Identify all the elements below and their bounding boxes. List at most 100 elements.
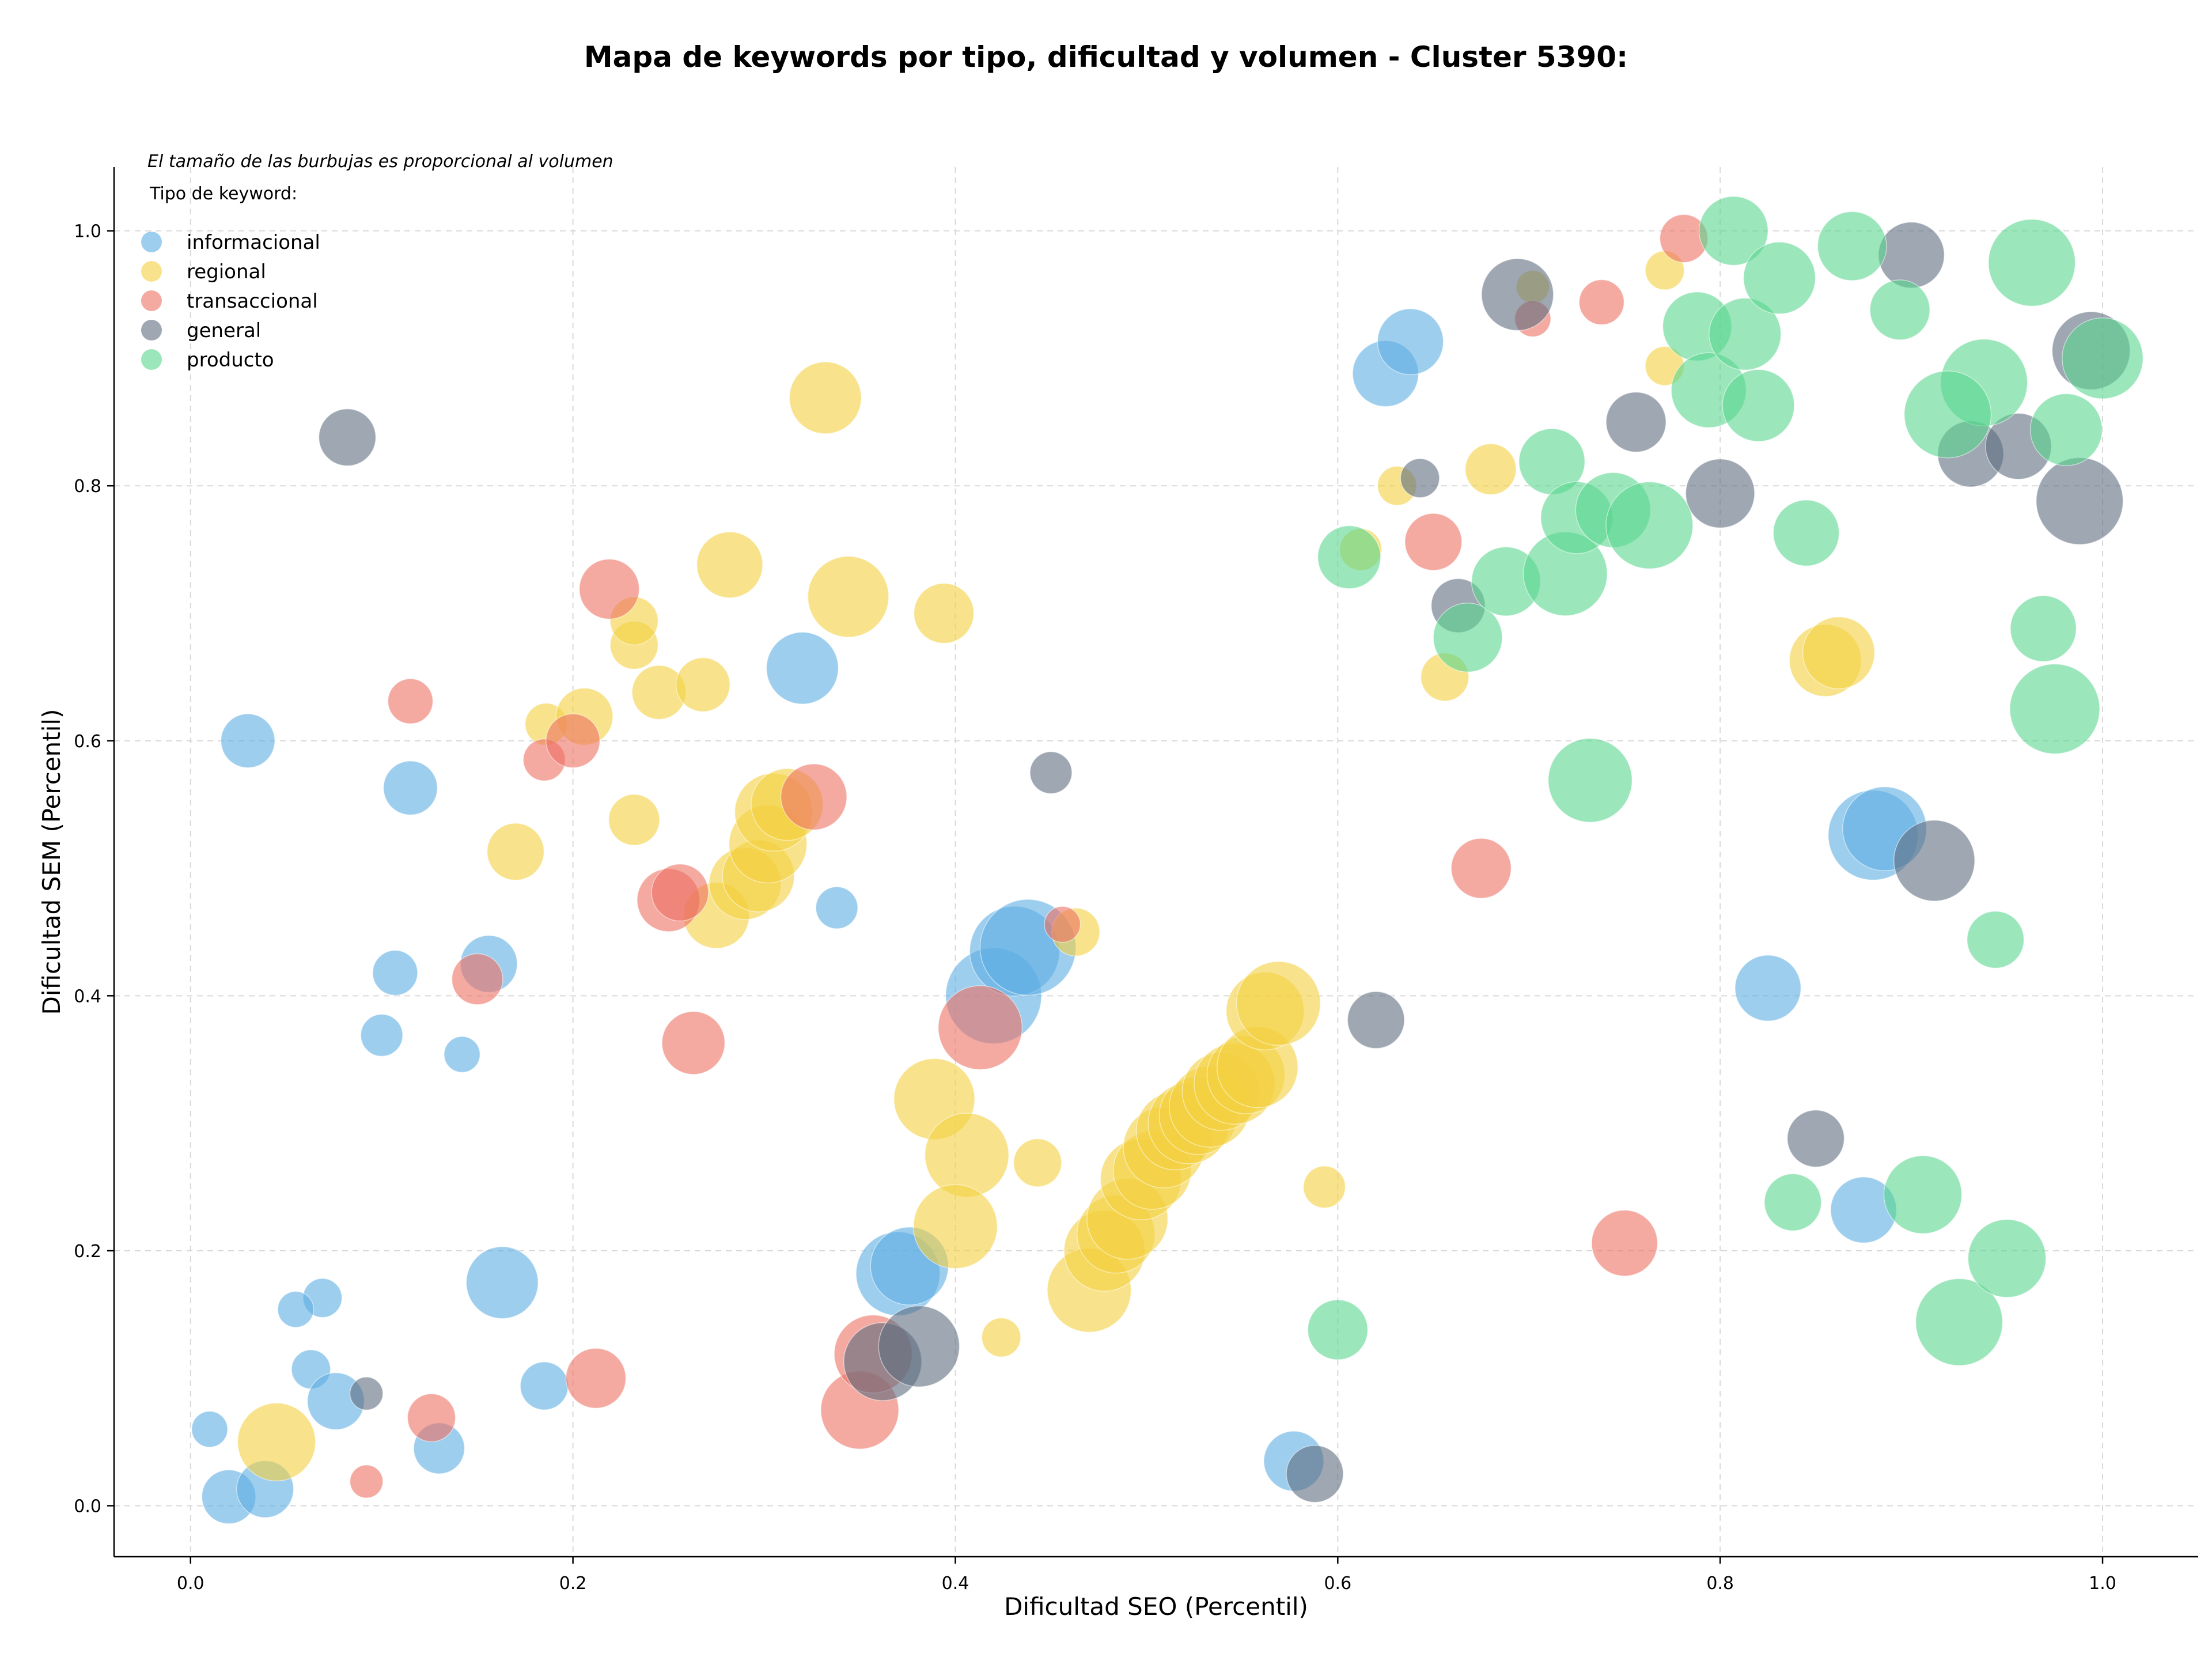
bubble-general: [1893, 819, 1975, 902]
y-axis-label: Dificultad SEM (Percentil): [37, 709, 66, 1015]
bubble-producto: [1967, 910, 2025, 969]
y-tick-label: 0.4: [74, 986, 101, 1007]
y-tick-label: 1.0: [74, 222, 101, 242]
bubble-producto: [1307, 1299, 1369, 1360]
bubble-transaccional: [938, 985, 1023, 1070]
legend: Tipo de keyword: informacional regional tr…: [141, 184, 320, 372]
y-tick-label: 0.2: [74, 1242, 101, 1262]
bubble-informacional: [191, 1410, 228, 1448]
bubble-informacional: [766, 631, 839, 705]
bubble-general: [1286, 1445, 1344, 1503]
bubble-general: [1878, 221, 1945, 289]
y-tick-label: 0.6: [74, 732, 101, 752]
legend-marker-informacional: [141, 232, 162, 252]
bubble-informacional: [220, 713, 275, 769]
legend-label-regional: regional: [187, 260, 266, 283]
bubble-transaccional: [565, 1348, 627, 1409]
bubble-transaccional: [407, 1393, 456, 1443]
bubble-informacional: [520, 1361, 569, 1410]
bubble-regional: [912, 1184, 998, 1269]
bubble-regional: [486, 823, 545, 881]
bubble-general: [1481, 258, 1554, 331]
bubble-transaccional: [546, 713, 601, 769]
bubble-informacional: [372, 949, 418, 996]
bubble-producto: [1869, 279, 1930, 340]
legend-marker-regional: [141, 261, 162, 282]
bubble-general: [349, 1376, 384, 1411]
bubble-general: [1400, 458, 1440, 498]
bubble-producto: [1698, 196, 1768, 266]
bubble-regional: [807, 555, 889, 638]
bubble-producto: [1547, 737, 1633, 823]
bubble-producto: [2009, 663, 2100, 755]
bubble-transaccional: [1450, 838, 1512, 899]
bubble-regional: [1464, 443, 1517, 495]
bubble-transaccional: [651, 863, 709, 922]
bubble-layer: [191, 196, 2143, 1524]
bubble-size-note: El tamaño de las burbujas es proporciona…: [147, 152, 613, 172]
bubble-transaccional: [780, 763, 847, 831]
bubble-regional: [237, 1402, 316, 1482]
bubble-informacional: [815, 886, 858, 929]
bubble-informacional: [360, 1013, 403, 1057]
bubble-transaccional: [1578, 279, 1625, 326]
legend-label-producto: producto: [187, 349, 274, 372]
bubble-regional: [913, 582, 975, 644]
bubble-regional: [608, 794, 660, 846]
x-tick-label: 0.4: [942, 1573, 969, 1594]
bubble-transaccional: [1404, 513, 1463, 571]
bubble-transaccional: [661, 1011, 726, 1075]
bubble-general: [1786, 1110, 1845, 1168]
bubble-regional: [1013, 1138, 1062, 1187]
legend-marker-general: [141, 320, 162, 340]
x-tick-label: 1.0: [2089, 1573, 2116, 1594]
bubble-informacional: [465, 1246, 539, 1319]
bubble-producto: [1967, 1219, 2047, 1298]
bubble-informacional: [1734, 955, 1802, 1022]
bubble-producto: [2029, 393, 2103, 466]
y-tick-label: 0.8: [74, 476, 101, 497]
bubble-producto: [1988, 218, 2076, 307]
x-tick-label: 0.0: [177, 1573, 204, 1594]
bubble-transaccional: [1044, 906, 1081, 943]
bubble-informacional: [444, 1036, 481, 1073]
bubble-producto: [1904, 370, 1992, 459]
bubble-regional: [789, 361, 862, 434]
bubble-informacional: [1377, 308, 1444, 376]
bubble-transaccional: [1591, 1209, 1658, 1277]
bubble-regional: [1236, 961, 1321, 1046]
bubble-regional: [675, 657, 730, 712]
bubble-general: [878, 1305, 960, 1387]
bubble-transaccional: [451, 953, 503, 1005]
bubble-transaccional: [387, 678, 434, 724]
x-axis-label: Dificultad SEO (Percentil): [1004, 1592, 1308, 1621]
x-axis-ticks: 0.0 0.2 0.4 0.6 0.8 1.0: [177, 1557, 2116, 1594]
bubble-informacional: [382, 760, 438, 816]
x-tick-label: 0.8: [1706, 1573, 1734, 1594]
bubble-general: [1029, 751, 1073, 794]
x-tick-label: 0.2: [559, 1573, 587, 1594]
bubble-producto: [1743, 241, 1816, 315]
x-tick-label: 0.6: [1324, 1573, 1351, 1594]
bubble-regional: [1802, 616, 1876, 690]
bubble-producto: [1605, 481, 1694, 569]
legend-title: Tipo de keyword:: [149, 184, 297, 204]
bubble-producto: [1433, 602, 1503, 673]
y-axis-ticks: 0.0 0.2 0.4 0.6 0.8 1.0: [74, 222, 114, 1516]
bubble-general: [2036, 457, 2124, 545]
bubble-transaccional: [578, 558, 640, 620]
bubble-producto: [1817, 211, 1887, 281]
bubble-transaccional: [349, 1465, 384, 1499]
bubble-producto: [1764, 1173, 1822, 1231]
bubble-producto: [1709, 297, 1782, 371]
bubble-producto: [2010, 595, 2077, 662]
bubble-informacional: [277, 1291, 315, 1328]
bubble-producto: [1722, 369, 1795, 442]
bubble-producto: [1772, 500, 1840, 567]
y-tick-label: 0.0: [74, 1496, 101, 1516]
bubble-general: [318, 408, 377, 467]
legend-label-informacional: informacional: [187, 231, 320, 254]
bubble-producto: [1915, 1278, 2003, 1366]
bubble-producto: [1317, 525, 1381, 589]
